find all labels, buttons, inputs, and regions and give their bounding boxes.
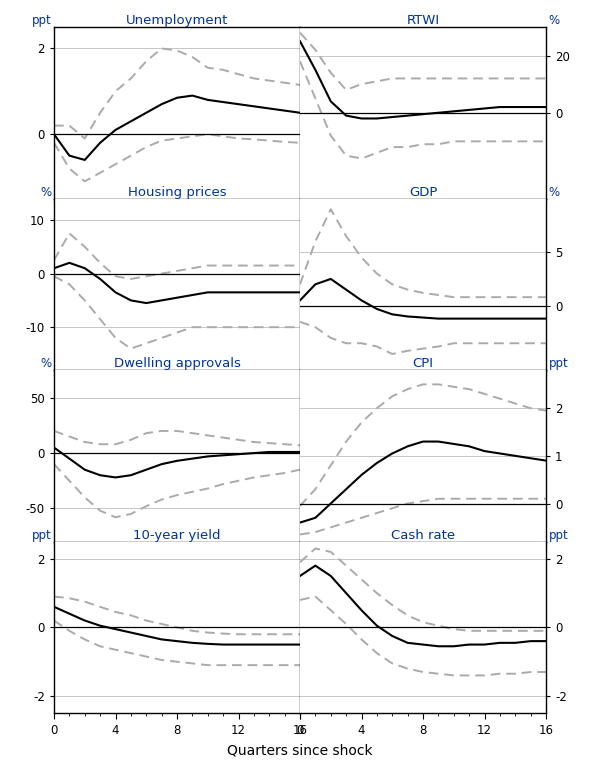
Text: ppt: ppt <box>548 529 568 541</box>
Title: Housing prices: Housing prices <box>128 186 226 199</box>
Title: Unemployment: Unemployment <box>126 14 228 27</box>
Title: Dwelling approvals: Dwelling approvals <box>113 357 241 370</box>
Text: %: % <box>548 186 560 199</box>
Title: RTWI: RTWI <box>406 14 440 27</box>
Title: 10-year yield: 10-year yield <box>133 529 221 541</box>
Text: Quarters since shock: Quarters since shock <box>227 743 373 757</box>
Title: CPI: CPI <box>413 357 433 370</box>
Text: %: % <box>40 186 52 199</box>
Text: %: % <box>40 357 52 370</box>
Text: %: % <box>548 14 560 27</box>
Text: ppt: ppt <box>32 14 52 27</box>
Title: Cash rate: Cash rate <box>391 529 455 541</box>
Text: ppt: ppt <box>32 529 52 541</box>
Text: ppt: ppt <box>548 357 568 370</box>
Title: GDP: GDP <box>409 186 437 199</box>
